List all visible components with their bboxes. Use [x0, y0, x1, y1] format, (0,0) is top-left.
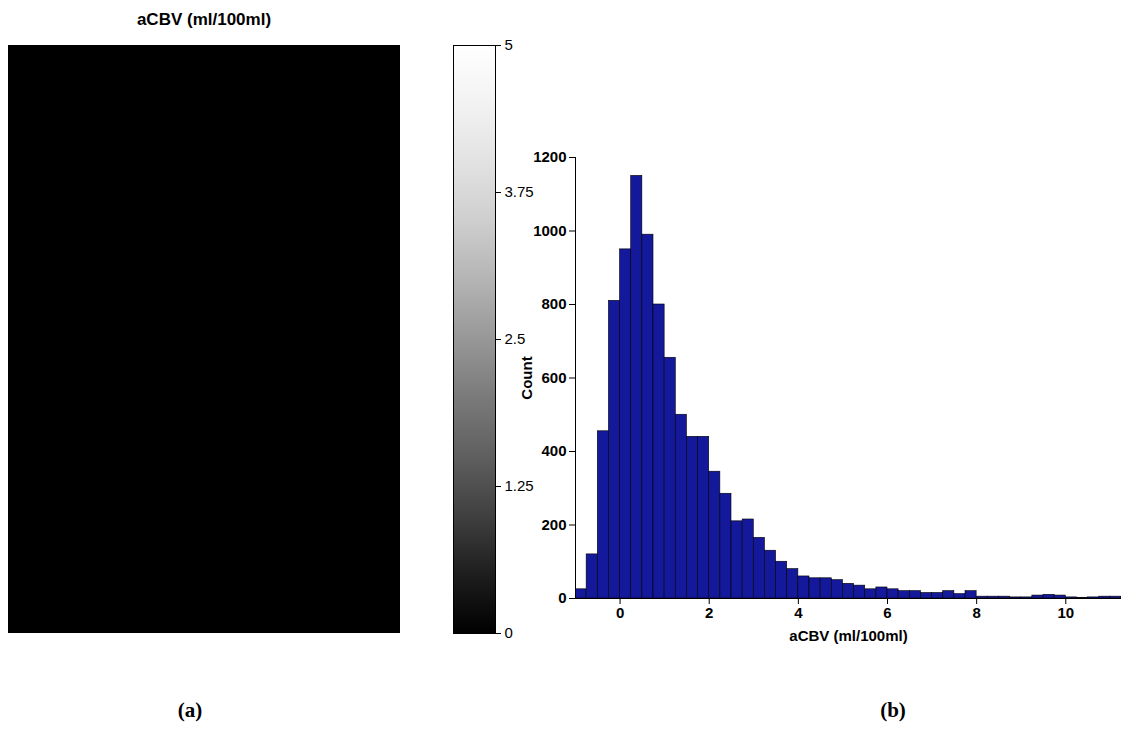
svg-text:200: 200 — [541, 516, 566, 533]
svg-text:400: 400 — [541, 442, 566, 459]
svg-text:0: 0 — [558, 589, 566, 606]
svg-text:1200: 1200 — [533, 148, 566, 165]
html-text:(b): (b) — [880, 698, 906, 722]
html-text:aCBV (ml/100ml): aCBV (ml/100ml) — [136, 10, 272, 29]
svg-text:0: 0 — [616, 604, 624, 621]
svg-text:600: 600 — [541, 369, 566, 386]
svg-text:aCBV (ml/100ml): aCBV (ml/100ml) — [789, 627, 907, 644]
svg-text:5: 5 — [505, 37, 513, 53]
svg-text:10: 10 — [1057, 604, 1074, 621]
svg-text:8: 8 — [972, 604, 980, 621]
svg-text:2: 2 — [705, 604, 713, 621]
svg-text:1000: 1000 — [533, 222, 566, 239]
svg-text:4: 4 — [794, 604, 803, 621]
svg-text:Count: Count — [518, 356, 535, 399]
svg-text:1.25: 1.25 — [505, 477, 534, 494]
svg-text:2.5: 2.5 — [505, 330, 526, 347]
html-text:(a): (a) — [177, 698, 203, 722]
svg-text:0: 0 — [505, 624, 513, 641]
svg-text:800: 800 — [541, 295, 566, 312]
svg-text:6: 6 — [883, 604, 891, 621]
svg-text:3.75: 3.75 — [505, 183, 534, 200]
